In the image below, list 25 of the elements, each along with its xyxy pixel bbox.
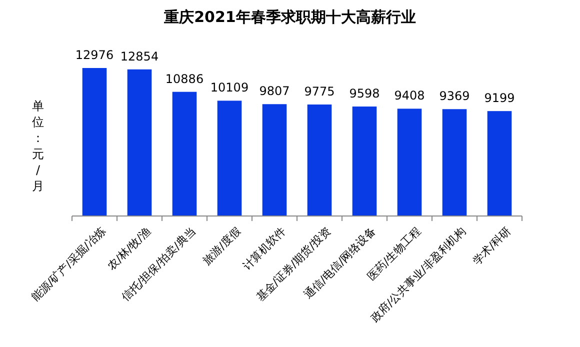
data-label: 9369: [439, 89, 470, 104]
x-tick-label: 学术/科研: [470, 224, 514, 268]
bar: [307, 104, 332, 216]
bar: [172, 92, 197, 216]
data-label: 9807: [259, 84, 290, 98]
bar: [217, 100, 242, 216]
y-axis-title: 单位：元/月: [32, 99, 44, 193]
data-label: 10886: [165, 72, 204, 86]
bar: [127, 69, 152, 216]
bar: [442, 109, 467, 216]
data-label: 9598: [349, 86, 380, 101]
data-label: 9408: [394, 88, 425, 103]
bar: [487, 111, 512, 216]
x-tick-label: 旅游/度假: [200, 224, 244, 268]
data-label: 10109: [210, 80, 249, 95]
data-label: 12976: [75, 48, 114, 62]
chart-title: 重庆2021年春季求职期十大高薪行业: [163, 8, 416, 26]
bar: [82, 68, 107, 216]
data-label: 12854: [120, 49, 159, 64]
data-label: 9775: [304, 84, 335, 99]
bar: [352, 106, 377, 216]
bar: [262, 104, 287, 216]
bar: [397, 108, 422, 216]
data-label: 9199: [484, 91, 515, 106]
x-tick-label: 能源/矿产/采掘/冶炼: [28, 224, 108, 304]
